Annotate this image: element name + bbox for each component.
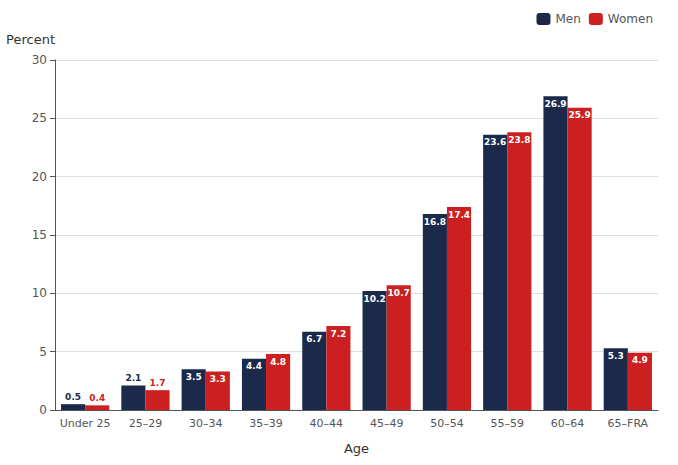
svg-text:3.3: 3.3 [210,374,226,384]
svg-text:4.9: 4.9 [632,355,648,365]
svg-text:5.3: 5.3 [608,351,624,361]
svg-text:10.7: 10.7 [388,288,410,298]
svg-text:Age: Age [344,441,369,456]
svg-text:16.8: 16.8 [424,217,446,227]
svg-text:25: 25 [32,111,47,125]
svg-text:Men: Men [555,12,580,26]
svg-text:4.8: 4.8 [270,357,286,367]
svg-text:65–FRA: 65–FRA [608,417,649,430]
svg-text:3.5: 3.5 [186,372,202,382]
svg-text:17.4: 17.4 [448,210,470,220]
svg-text:2.1: 2.1 [125,373,141,383]
svg-text:45–49: 45–49 [370,417,404,430]
svg-text:5: 5 [39,345,47,359]
svg-text:30: 30 [32,53,47,67]
svg-text:60–64: 60–64 [551,417,585,430]
svg-text:0.5: 0.5 [65,392,81,402]
svg-text:35–39: 35–39 [249,417,283,430]
svg-text:23.6: 23.6 [484,137,506,147]
svg-text:26.9: 26.9 [544,99,566,109]
svg-text:25.9: 25.9 [569,110,591,120]
svg-text:10: 10 [32,286,47,300]
svg-text:15: 15 [32,228,47,242]
svg-text:0: 0 [39,403,47,417]
svg-text:1.7: 1.7 [150,378,166,388]
svg-text:10.2: 10.2 [363,294,385,304]
svg-text:7.2: 7.2 [330,329,346,339]
svg-text:50–54: 50–54 [430,417,464,430]
svg-text:4.4: 4.4 [246,361,262,371]
svg-text:0.4: 0.4 [89,393,105,403]
svg-text:25–29: 25–29 [129,417,163,430]
svg-text:55–59: 55–59 [491,417,525,430]
svg-text:40–44: 40–44 [310,417,344,430]
svg-text:Under 25: Under 25 [60,417,111,430]
svg-text:23.8: 23.8 [508,135,530,145]
svg-text:20: 20 [32,170,47,184]
svg-text:30–34: 30–34 [189,417,223,430]
svg-text:6.7: 6.7 [306,334,322,344]
svg-text:Percent: Percent [6,32,55,47]
svg-text:Women: Women [608,12,653,26]
